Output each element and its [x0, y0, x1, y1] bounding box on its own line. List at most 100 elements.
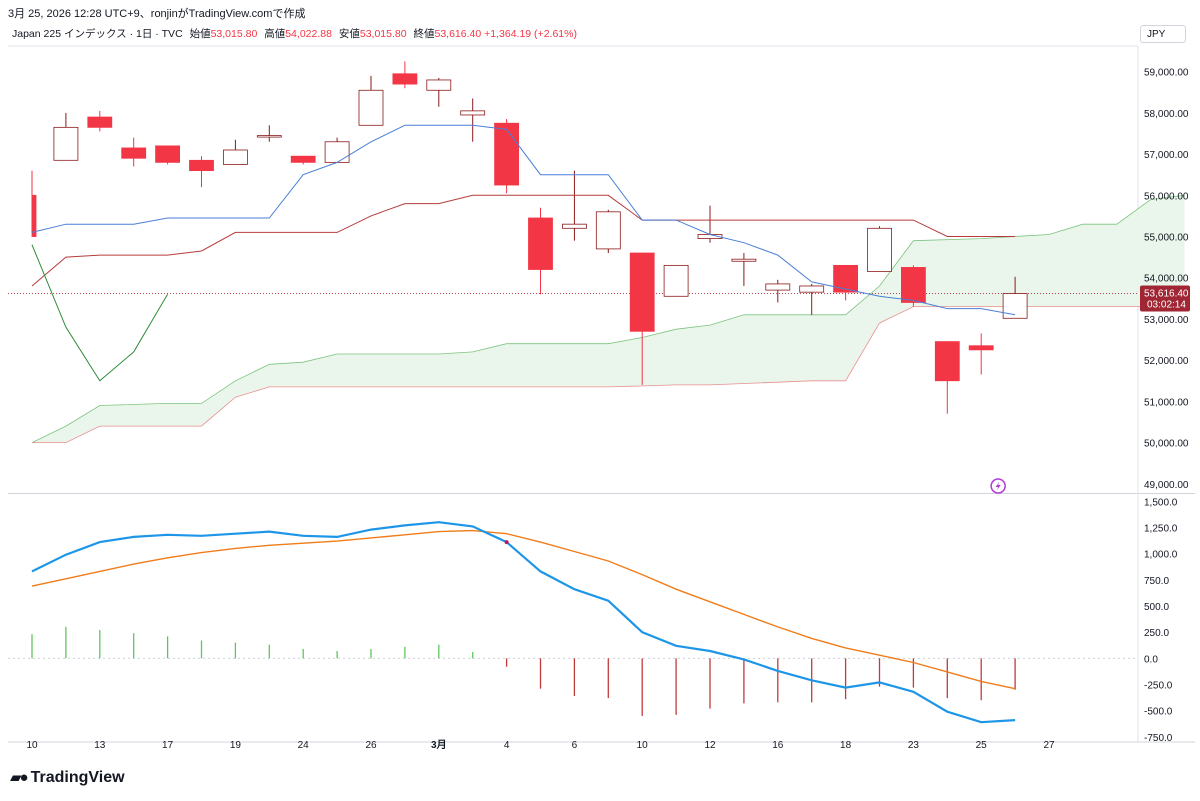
- low-label: 安値: [338, 28, 360, 40]
- candle: [562, 170, 587, 241]
- time-axis-label: 3月: [431, 739, 447, 751]
- candle-body: [426, 79, 452, 91]
- time-axis-label: 17: [162, 740, 174, 751]
- candle: [426, 77, 452, 107]
- candle-body: [867, 227, 892, 272]
- macd-axis-label: -500.0: [1144, 707, 1173, 718]
- price-axis-label: 50,000.00: [1144, 439, 1189, 450]
- candle-body: [629, 252, 655, 332]
- price-axis-label: 58,000.00: [1144, 109, 1189, 120]
- macd-axis-label: 750.0: [1144, 576, 1169, 587]
- time-axis-label: 6: [572, 740, 578, 751]
- macd-axis-label: 500.0: [1144, 602, 1169, 613]
- candle: [799, 283, 825, 315]
- candle-body: [833, 264, 858, 293]
- candle: [87, 110, 113, 132]
- candle-body: [87, 116, 113, 128]
- macd-line: [31, 521, 1016, 724]
- tenkan-sen-line: [31, 124, 1016, 316]
- macd-axis-label: 0.0: [1144, 654, 1158, 665]
- price-axis-label: 59,000.00: [1144, 68, 1189, 79]
- candle: [460, 98, 486, 142]
- tradingview-logo[interactable]: ▰● TradingView: [10, 768, 125, 787]
- candle: [731, 253, 757, 286]
- time-axis-label: 18: [840, 740, 852, 751]
- price-axis-label: 53,000.00: [1144, 315, 1189, 326]
- candle: [528, 207, 553, 295]
- candle: [833, 264, 858, 301]
- candle: [968, 333, 994, 375]
- candle-body: [528, 217, 553, 270]
- symbol-label: Japan 225 インデックス · 1日 · TVC: [12, 28, 183, 40]
- macd-axis-label: 1,250.0: [1144, 523, 1178, 534]
- time-axis-label: 26: [365, 740, 377, 751]
- brand-name: TradingView: [30, 769, 125, 786]
- price-axis-label: 52,000.00: [1144, 356, 1189, 367]
- candle-body: [53, 126, 79, 161]
- candle-body: [392, 73, 418, 85]
- candle-body: [256, 135, 282, 138]
- candle-body: [799, 285, 825, 293]
- macd-axis-label: 1,000.0: [1144, 550, 1178, 561]
- candle: [934, 341, 960, 414]
- candle-body: [121, 147, 147, 159]
- price-axis-label: 51,000.00: [1144, 397, 1189, 408]
- high-label: 高値: [264, 28, 286, 40]
- candle-body: [934, 341, 960, 382]
- high-value: 54,022.88: [285, 28, 332, 40]
- candle-body: [765, 283, 791, 291]
- candle: [121, 137, 147, 167]
- close-label: 終値: [413, 28, 435, 40]
- chart-caption: 3月 25, 2026 12:28 UTC+9、ronjinがTradingVi…: [8, 8, 306, 20]
- time-axis-label: 24: [298, 740, 310, 751]
- chikou-span-line: [31, 244, 169, 382]
- time-axis-label: 10: [26, 740, 38, 751]
- time-axis-label: 13: [94, 740, 106, 751]
- candle-body: [562, 223, 587, 229]
- candle-body: [968, 345, 994, 351]
- time-axis-label: 16: [772, 740, 784, 751]
- ohlc-legend: Japan 225 インデックス · 1日 · TVC 始値53,015.80 …: [12, 26, 577, 41]
- price-axis-label: 57,000.00: [1144, 150, 1189, 161]
- close-value: 53,616.40: [434, 28, 482, 40]
- candle-body: [31, 194, 37, 237]
- time-axis-label: 25: [976, 740, 988, 751]
- macd-axis-label: -750.0: [1144, 733, 1173, 744]
- candle-body: [155, 145, 181, 163]
- candle: [155, 145, 181, 165]
- candle: [358, 75, 384, 126]
- macd-axis-label: -250.0: [1144, 681, 1173, 692]
- currency-button[interactable]: JPY: [1140, 25, 1186, 43]
- open-label: 始値: [189, 28, 211, 40]
- price-axis-label: 54,000.00: [1144, 274, 1189, 285]
- macd-axis-label: 250.0: [1144, 628, 1169, 639]
- ichimoku-cloud: [32, 195, 1185, 443]
- time-axis-label: 12: [704, 740, 716, 751]
- candle: [867, 226, 892, 272]
- macd-cross-marker: [504, 540, 509, 545]
- low-value: 53,015.80: [359, 28, 407, 40]
- senkou-span-b-line: [32, 306, 1185, 444]
- candle-body: [324, 141, 350, 163]
- candle: [290, 155, 316, 165]
- open-value: 53,015.80: [210, 28, 258, 40]
- candle-body: [1002, 293, 1028, 319]
- candle-body: [189, 159, 214, 172]
- candle-body: [358, 89, 384, 126]
- candle: [392, 61, 418, 89]
- candle: [494, 119, 520, 194]
- candle-body: [663, 264, 689, 297]
- candle-body: [494, 122, 520, 186]
- candle: [324, 137, 350, 163]
- candle: [256, 125, 282, 142]
- time-axis-label: 10: [637, 740, 649, 751]
- price-tag-countdown: 03:02:14: [1147, 300, 1186, 311]
- time-axis-label: 27: [1043, 740, 1055, 751]
- candle-body: [460, 110, 486, 116]
- candle: [663, 264, 689, 297]
- macd-signal-line: [31, 529, 1016, 690]
- price-tag-value: 53,616.40: [1144, 289, 1189, 300]
- price-axis-label: 49,000.00: [1144, 480, 1189, 491]
- candle-body: [731, 258, 757, 262]
